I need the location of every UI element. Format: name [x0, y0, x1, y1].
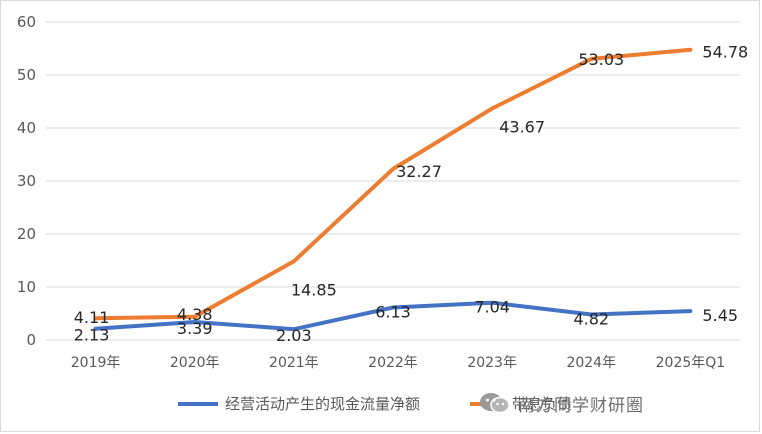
y-tick-label: 60 [17, 13, 36, 31]
y-tick-label: 10 [17, 278, 36, 296]
watermark: 南方同学财研圈 [478, 388, 644, 418]
x-tick-label: 2020年 [170, 355, 220, 371]
legend-label-debt: 带息负债 [512, 395, 572, 413]
x-tick-label: 2019年 [71, 355, 121, 371]
watermark-text: 南方同学财研圈 [518, 395, 644, 416]
wechat-icon [480, 393, 510, 414]
x-tick-label: 2021年 [269, 355, 319, 371]
data-label: 6.13 [375, 303, 411, 322]
data-label: 2.13 [74, 326, 110, 345]
data-label: 4.82 [573, 309, 609, 328]
legend-label-cashflow: 经营活动产生的现金流量净额 [225, 395, 420, 413]
data-label: 14.85 [291, 280, 337, 299]
cashflow-series-line [93, 300, 693, 332]
x-tick-label: 2022年 [368, 355, 418, 371]
debt-series-line [93, 47, 693, 321]
y-tick-label: 0 [26, 331, 36, 349]
y-tick-label: 20 [17, 225, 36, 243]
data-label: 3.39 [177, 319, 213, 338]
data-label: 53.03 [578, 50, 624, 69]
data-label: 2.03 [276, 326, 312, 345]
data-label: 43.67 [499, 118, 545, 137]
x-tick-label: 2023年 [467, 355, 517, 371]
data-label: 32.27 [396, 162, 442, 181]
data-label: 4.11 [74, 308, 110, 327]
y-tick-label: 30 [17, 172, 36, 190]
data-label: 7.04 [474, 298, 510, 317]
y-tick-label: 40 [17, 119, 36, 137]
y-tick-label: 50 [17, 66, 36, 84]
data-label: 5.45 [702, 306, 738, 325]
data-label: 54.78 [702, 43, 748, 62]
x-tick-label: 2025年Q1 [656, 355, 726, 371]
x-tick-label: 2024年 [566, 355, 616, 371]
data-label: 4.38 [177, 305, 213, 324]
